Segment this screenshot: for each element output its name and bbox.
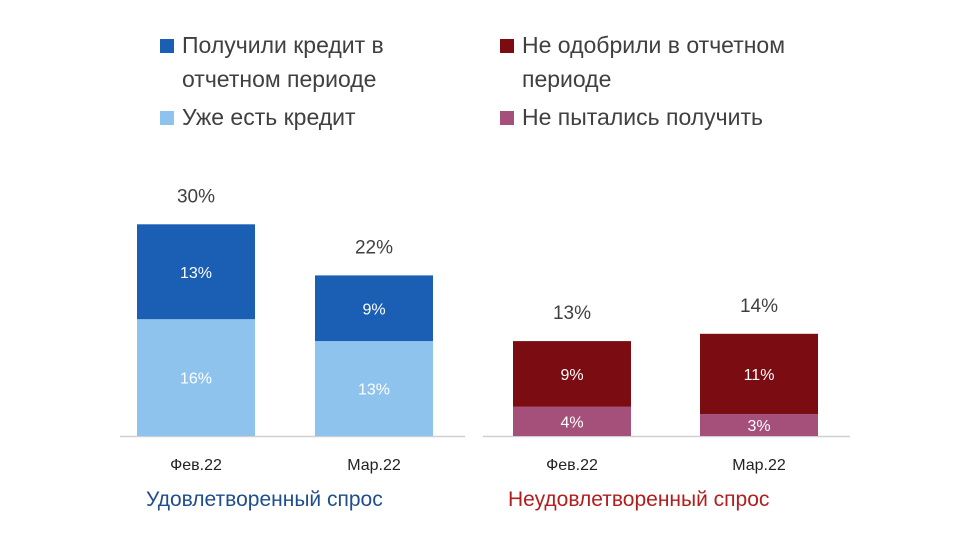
bar-segment [315, 341, 433, 436]
bar-segment [315, 275, 433, 342]
segment-label: 13% [180, 265, 212, 282]
segment-label: 16% [180, 371, 212, 388]
legend-item-not-tried: Не пытались получить [500, 100, 852, 134]
category-label: Фев.22 [170, 457, 222, 474]
total-label: 30% [177, 186, 215, 207]
legend-swatch-not-tried [500, 111, 514, 125]
bar-segment [137, 319, 255, 436]
group-label-satisfied: Удовлетворенный спрос [146, 488, 383, 511]
legend-label-rejected: Не одобрили в отчетном периоде [522, 32, 786, 92]
category-label: Мар.22 [347, 457, 401, 474]
segment-label: 4% [560, 414, 583, 431]
segment-label: 9% [362, 301, 385, 318]
bar-segment [700, 414, 818, 436]
legend-item-rejected: Не одобрили в отчетном периоде [500, 28, 852, 96]
bar-segment [137, 224, 255, 320]
legend-swatch-existing [160, 111, 174, 125]
group-label-unsatisfied: Неудовлетворенный спрос [508, 488, 770, 511]
segment-label: 9% [560, 367, 583, 384]
bar-segment [513, 406, 631, 436]
legend-label-existing: Уже есть кредит [182, 104, 356, 130]
legend-item-received: Получили кредит в отчетном периоде [160, 28, 442, 96]
bar-segment [513, 341, 631, 407]
segment-label: 11% [744, 367, 775, 384]
bar-segment [700, 333, 818, 415]
total-label: 22% [355, 237, 393, 258]
segment-label: 13% [358, 382, 390, 399]
segment-label: 3% [747, 418, 770, 435]
legend-swatch-rejected [500, 39, 514, 53]
total-label: 13% [553, 303, 591, 324]
legend-label-not-tried: Не пытались получить [522, 104, 763, 130]
legend-swatch-received [160, 39, 174, 53]
category-label: Фев.22 [546, 457, 598, 474]
category-label: Мар.22 [732, 457, 786, 474]
legend-label-received: Получили кредит в отчетном периоде [182, 32, 384, 92]
total-label: 14% [740, 296, 778, 317]
legend-item-existing: Уже есть кредит [160, 100, 442, 134]
